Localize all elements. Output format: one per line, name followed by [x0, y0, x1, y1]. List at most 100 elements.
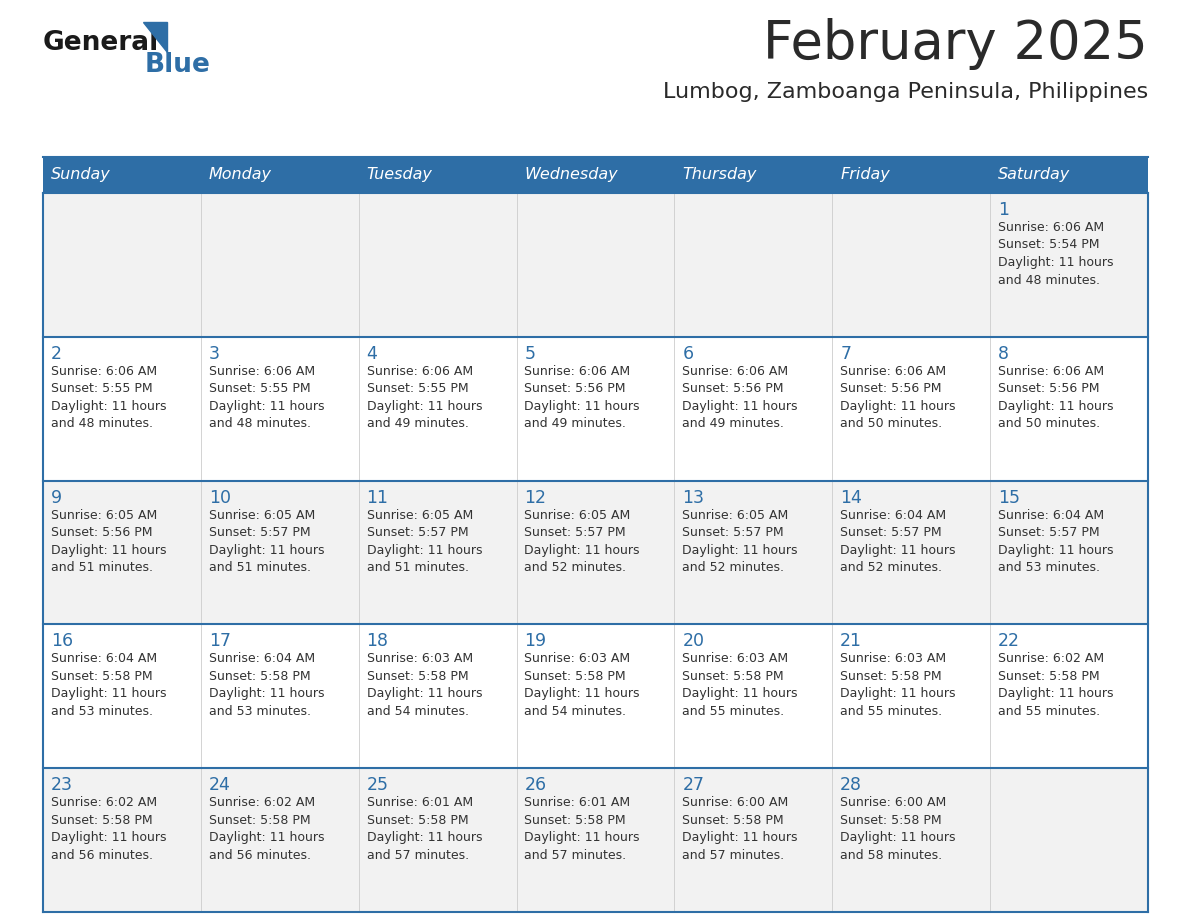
Text: Sunrise: 6:05 AM: Sunrise: 6:05 AM [524, 509, 631, 521]
Text: Daylight: 11 hours: Daylight: 11 hours [524, 688, 640, 700]
Bar [359, 157, 517, 193]
Text: and 56 minutes.: and 56 minutes. [51, 849, 153, 862]
Text: Daylight: 11 hours: Daylight: 11 hours [998, 543, 1113, 556]
Text: 26: 26 [524, 777, 546, 794]
Bar [675, 157, 833, 193]
Bar [201, 157, 359, 193]
Text: Daylight: 11 hours: Daylight: 11 hours [524, 831, 640, 845]
Text: 4: 4 [367, 345, 378, 363]
Text: Sunset: 5:57 PM: Sunset: 5:57 PM [840, 526, 942, 539]
Text: and 58 minutes.: and 58 minutes. [840, 849, 942, 862]
Text: 8: 8 [998, 345, 1009, 363]
Text: Sunset: 5:58 PM: Sunset: 5:58 PM [524, 670, 626, 683]
Text: and 52 minutes.: and 52 minutes. [840, 561, 942, 574]
Text: 5: 5 [524, 345, 536, 363]
Polygon shape [143, 22, 168, 52]
Text: Sunrise: 6:01 AM: Sunrise: 6:01 AM [367, 796, 473, 809]
Text: Daylight: 11 hours: Daylight: 11 hours [209, 831, 324, 845]
Text: Daylight: 11 hours: Daylight: 11 hours [682, 543, 798, 556]
Bar [517, 157, 675, 193]
Text: Sunset: 5:58 PM: Sunset: 5:58 PM [840, 670, 942, 683]
Text: 17: 17 [209, 633, 230, 650]
Text: Daylight: 11 hours: Daylight: 11 hours [367, 400, 482, 413]
Text: Sunset: 5:56 PM: Sunset: 5:56 PM [51, 526, 152, 539]
Text: Sunrise: 6:04 AM: Sunrise: 6:04 AM [998, 509, 1104, 521]
Text: Sunrise: 6:04 AM: Sunrise: 6:04 AM [51, 653, 157, 666]
Text: and 55 minutes.: and 55 minutes. [998, 705, 1100, 718]
Text: Sunset: 5:58 PM: Sunset: 5:58 PM [209, 670, 310, 683]
Text: Sunset: 5:58 PM: Sunset: 5:58 PM [840, 813, 942, 827]
Text: Sunset: 5:55 PM: Sunset: 5:55 PM [367, 382, 468, 396]
Text: Daylight: 11 hours: Daylight: 11 hours [840, 400, 955, 413]
Text: and 51 minutes.: and 51 minutes. [209, 561, 311, 574]
Text: Wednesday: Wednesday [524, 167, 618, 183]
Text: Lumbog, Zamboanga Peninsula, Philippines: Lumbog, Zamboanga Peninsula, Philippines [663, 82, 1148, 102]
Text: 7: 7 [840, 345, 851, 363]
Text: 20: 20 [682, 633, 704, 650]
Text: Daylight: 11 hours: Daylight: 11 hours [367, 543, 482, 556]
Text: Daylight: 11 hours: Daylight: 11 hours [209, 543, 324, 556]
Text: February 2025: February 2025 [763, 18, 1148, 70]
Text: and 57 minutes.: and 57 minutes. [524, 849, 626, 862]
Text: 25: 25 [367, 777, 388, 794]
Text: 1: 1 [998, 201, 1009, 219]
Text: 22: 22 [998, 633, 1020, 650]
Text: Daylight: 11 hours: Daylight: 11 hours [682, 400, 798, 413]
Text: 28: 28 [840, 777, 862, 794]
Text: Sunrise: 6:03 AM: Sunrise: 6:03 AM [682, 653, 789, 666]
Text: and 53 minutes.: and 53 minutes. [209, 705, 311, 718]
Text: Sunrise: 6:00 AM: Sunrise: 6:00 AM [682, 796, 789, 809]
Text: Sunrise: 6:03 AM: Sunrise: 6:03 AM [367, 653, 473, 666]
Text: Sunrise: 6:02 AM: Sunrise: 6:02 AM [998, 653, 1104, 666]
Text: Daylight: 11 hours: Daylight: 11 hours [840, 688, 955, 700]
Text: Daylight: 11 hours: Daylight: 11 hours [998, 688, 1113, 700]
Text: and 51 minutes.: and 51 minutes. [367, 561, 468, 574]
Text: and 48 minutes.: and 48 minutes. [998, 274, 1100, 286]
Text: Sunset: 5:56 PM: Sunset: 5:56 PM [524, 382, 626, 396]
Text: Daylight: 11 hours: Daylight: 11 hours [840, 543, 955, 556]
Text: Daylight: 11 hours: Daylight: 11 hours [209, 688, 324, 700]
Text: Daylight: 11 hours: Daylight: 11 hours [682, 688, 798, 700]
Text: Sunset: 5:58 PM: Sunset: 5:58 PM [682, 670, 784, 683]
Text: 27: 27 [682, 777, 704, 794]
Text: and 54 minutes.: and 54 minutes. [367, 705, 468, 718]
Text: Friday: Friday [840, 167, 890, 183]
Text: Sunset: 5:57 PM: Sunset: 5:57 PM [524, 526, 626, 539]
Text: Saturday: Saturday [998, 167, 1070, 183]
Text: Daylight: 11 hours: Daylight: 11 hours [682, 831, 798, 845]
Text: Sunrise: 6:04 AM: Sunrise: 6:04 AM [209, 653, 315, 666]
Text: 24: 24 [209, 777, 230, 794]
Text: and 49 minutes.: and 49 minutes. [682, 418, 784, 431]
Text: Sunset: 5:58 PM: Sunset: 5:58 PM [682, 813, 784, 827]
Text: 10: 10 [209, 488, 230, 507]
Text: Sunrise: 6:05 AM: Sunrise: 6:05 AM [51, 509, 157, 521]
Text: Sunset: 5:57 PM: Sunset: 5:57 PM [682, 526, 784, 539]
Text: Sunset: 5:58 PM: Sunset: 5:58 PM [209, 813, 310, 827]
Text: Sunset: 5:55 PM: Sunset: 5:55 PM [209, 382, 310, 396]
Text: and 54 minutes.: and 54 minutes. [524, 705, 626, 718]
Text: General: General [43, 30, 159, 56]
Text: Sunrise: 6:05 AM: Sunrise: 6:05 AM [682, 509, 789, 521]
Text: Daylight: 11 hours: Daylight: 11 hours [51, 400, 166, 413]
Text: Sunrise: 6:05 AM: Sunrise: 6:05 AM [367, 509, 473, 521]
Text: and 53 minutes.: and 53 minutes. [51, 705, 153, 718]
Text: Sunrise: 6:06 AM: Sunrise: 6:06 AM [367, 364, 473, 378]
Text: Sunrise: 6:06 AM: Sunrise: 6:06 AM [51, 364, 157, 378]
Text: and 48 minutes.: and 48 minutes. [209, 418, 311, 431]
Text: and 57 minutes.: and 57 minutes. [682, 849, 784, 862]
Text: Daylight: 11 hours: Daylight: 11 hours [367, 831, 482, 845]
Text: and 56 minutes.: and 56 minutes. [209, 849, 311, 862]
Text: 19: 19 [524, 633, 546, 650]
Text: Sunrise: 6:02 AM: Sunrise: 6:02 AM [209, 796, 315, 809]
Text: 16: 16 [51, 633, 72, 650]
Text: 2: 2 [51, 345, 62, 363]
Text: 12: 12 [524, 488, 546, 507]
Text: Sunset: 5:58 PM: Sunset: 5:58 PM [367, 813, 468, 827]
Text: and 51 minutes.: and 51 minutes. [51, 561, 153, 574]
Text: Sunrise: 6:06 AM: Sunrise: 6:06 AM [840, 364, 947, 378]
Text: Sunset: 5:58 PM: Sunset: 5:58 PM [524, 813, 626, 827]
Text: Sunset: 5:56 PM: Sunset: 5:56 PM [998, 382, 1100, 396]
Text: 15: 15 [998, 488, 1020, 507]
Text: 18: 18 [367, 633, 388, 650]
Text: Daylight: 11 hours: Daylight: 11 hours [51, 831, 166, 845]
